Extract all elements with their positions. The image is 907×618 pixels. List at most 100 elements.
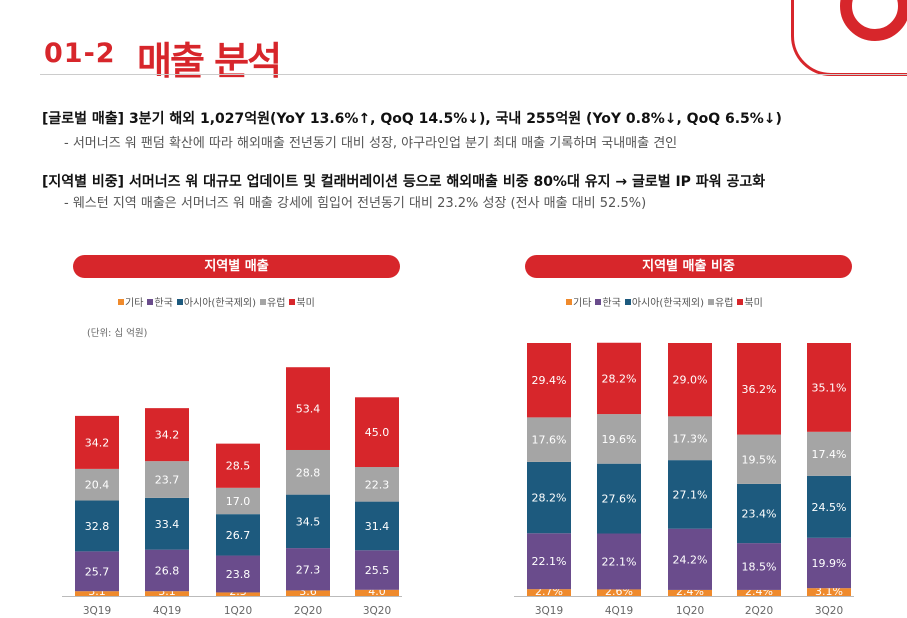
data-label: 17.0: [226, 495, 251, 508]
legend-swatch: [289, 298, 296, 305]
legend-label: 북미: [296, 298, 315, 309]
data-label: 28.8: [296, 466, 321, 479]
data-label: 24.5%: [812, 501, 847, 514]
bar-segment: [737, 589, 781, 596]
data-label: 29.4%: [532, 374, 567, 387]
data-label: 17.6%: [532, 434, 567, 447]
bar-segment: [527, 589, 571, 596]
data-label: 17.4%: [812, 448, 847, 461]
bar-segment: [216, 592, 260, 596]
bar-segment: [355, 467, 399, 502]
bar-segment: [355, 550, 399, 590]
data-label: 23.8: [226, 568, 251, 581]
bar-segment: [527, 461, 571, 534]
data-label: 31.4: [365, 520, 390, 533]
bar-segment: [145, 591, 189, 596]
legend-swatch: [737, 298, 744, 305]
data-label: 18.5%: [742, 561, 777, 574]
legend-item: 기타: [118, 294, 143, 309]
bar-segment: [807, 588, 851, 596]
bar-segment: [668, 343, 712, 417]
bar-segment: [145, 408, 189, 462]
data-label: 22.1%: [602, 555, 637, 568]
data-label: 34.2: [85, 436, 110, 449]
legend-swatch: [118, 298, 124, 305]
bar-segment: [355, 397, 399, 468]
bar-segment: [75, 551, 119, 592]
bar-segment: [737, 483, 781, 544]
bar-segment: [355, 501, 399, 551]
chart-legend-share: 기타 한국 아시아(한국제외) 유럽 북미: [566, 294, 763, 309]
legend-label: 아시아(한국제외): [631, 298, 705, 309]
x-tick-label: 3Q19: [535, 605, 563, 617]
legend-label: 기타: [573, 298, 592, 309]
bar-segment: [286, 449, 330, 495]
data-label: 27.1%: [673, 488, 708, 501]
legend-label: 유럽: [715, 298, 734, 309]
bar-segment: [597, 589, 641, 596]
bar-segment: [597, 533, 641, 590]
legend-label: 유럽: [267, 298, 286, 309]
bar-segment: [75, 415, 119, 469]
title-divider: [40, 74, 907, 75]
data-label: 24.2%: [673, 553, 708, 566]
bar-segment: [737, 434, 781, 484]
bar-segment: [75, 468, 119, 501]
legend-swatch: [566, 298, 572, 305]
data-label: 26.8: [155, 564, 180, 577]
data-label: 25.5: [365, 564, 390, 577]
legend-swatch: [708, 298, 715, 305]
bullet-1-main: [글로벌 매출] 3분기 해외 1,027억원(YoY 13.6%↑, QoQ …: [42, 111, 782, 127]
legend-swatch: [260, 298, 267, 305]
bar-segment: [597, 414, 641, 464]
x-tick-label: 4Q19: [153, 605, 181, 617]
chart-title-revenue: 지역별 매출: [73, 255, 400, 278]
x-tick-label: 1Q20: [224, 605, 252, 617]
bar-segment: [145, 549, 189, 592]
legend-label: 한국: [602, 298, 621, 309]
bar-segment: [807, 537, 851, 589]
legend-label: 아시아(한국제외): [183, 298, 257, 309]
legend-item: 한국: [595, 294, 621, 309]
legend-swatch: [147, 298, 154, 305]
x-tick-label: 1Q20: [676, 605, 704, 617]
data-label: 28.2%: [602, 372, 637, 385]
legend-label: 한국: [154, 298, 173, 309]
data-label: 3.1%: [815, 585, 843, 598]
bar-segment: [145, 461, 189, 498]
data-label: 23.4%: [742, 508, 777, 521]
data-label: 20.4: [85, 479, 110, 492]
unit-note: (단위: 십 억원): [87, 328, 148, 339]
data-label: 34.2: [155, 429, 180, 442]
chart-legend-revenue: 기타 한국 아시아(한국제외) 유럽 북미: [118, 294, 315, 309]
page-title: 매출 분석: [137, 39, 282, 83]
bar-segment: [668, 528, 712, 590]
bar-segment: [807, 431, 851, 476]
bar-segment: [807, 475, 851, 538]
bullet-1-sub: - 서머너즈 워 팬덤 확산에 따라 해외매출 전년동기 대비 성장, 야구라인…: [64, 136, 678, 151]
data-label: 22.1%: [532, 555, 567, 568]
legend-label: 기타: [125, 298, 144, 309]
legend-item: 북미: [289, 294, 315, 309]
chart-title-share: 지역별 매출 비중: [525, 255, 852, 278]
data-label: 53.4: [296, 403, 321, 416]
data-label: 26.7: [226, 529, 251, 542]
section-number: 01-2: [44, 38, 116, 69]
data-label: 28.2%: [532, 492, 567, 505]
x-tick-label: 4Q19: [605, 605, 633, 617]
data-label: 32.8: [85, 520, 110, 533]
x-tick-label: 3Q19: [83, 605, 111, 617]
bar-segment: [286, 548, 330, 591]
legend-item: 유럽: [260, 294, 285, 309]
bar-segment: [216, 487, 260, 515]
bar-segment: [286, 494, 330, 549]
legend-swatch: [176, 298, 183, 305]
bar-segment: [216, 443, 260, 488]
bar-segment: [216, 514, 260, 556]
x-tick-label: 3Q20: [815, 605, 843, 617]
bullet-2-main: [지역별 비중] 서머너즈 워 대규모 업데이트 및 컬래버레이션 등으로 해외…: [42, 174, 766, 190]
bullet-2-sub: - 웨스턴 지역 매출은 서머너즈 워 매출 강세에 힘입어 전년동기 대비 2…: [64, 196, 647, 211]
bar-segment: [75, 500, 119, 552]
legend-item: 아시아(한국제외): [176, 294, 257, 309]
